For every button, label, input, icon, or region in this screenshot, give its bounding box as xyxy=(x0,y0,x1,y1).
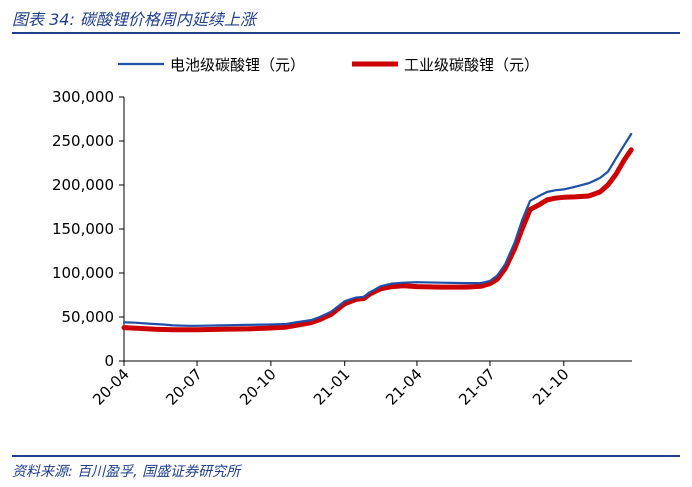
legend-label-industrial-grade: 工业级碳酸锂（元） xyxy=(404,56,539,74)
series-line-industrial-grade xyxy=(121,147,634,333)
source-rule xyxy=(12,455,680,457)
x-tick-label: 20-04 xyxy=(89,365,133,409)
x-tick-label: 21-01 xyxy=(310,365,354,409)
y-tick-label: 200,000 xyxy=(52,176,114,194)
source-note: 资料来源: 百川盈孚, 国盛证券研究所 xyxy=(12,464,241,480)
y-tick-label: 0 xyxy=(104,352,114,370)
x-tick-label: 20-07 xyxy=(162,365,206,409)
x-tick-label: 21-07 xyxy=(455,365,499,409)
legend: 电池级碳酸锂（元） 工业级碳酸锂（元） xyxy=(118,56,539,74)
x-tick-label: 21-10 xyxy=(529,365,573,409)
x-tick-label: 20-10 xyxy=(236,365,280,409)
title-rule xyxy=(12,32,680,34)
figure-title: 图表 34: 碳酸锂价格周内延续上涨 xyxy=(12,10,256,29)
series-layer xyxy=(121,132,634,333)
legend-label-battery-grade: 电池级碳酸锂（元） xyxy=(170,56,305,74)
axes: 0 50,000 100,000 150,000 200,000 250,000 300,0… xyxy=(52,88,632,409)
series-line-battery-grade xyxy=(122,132,633,327)
x-tick-label: 21-04 xyxy=(382,365,426,409)
y-tick-label: 300,000 xyxy=(52,88,114,106)
y-tick-label: 100,000 xyxy=(52,264,114,282)
y-tick-label: 50,000 xyxy=(62,308,115,326)
y-tick-label: 150,000 xyxy=(52,220,114,238)
y-tick-label: 250,000 xyxy=(52,132,114,150)
